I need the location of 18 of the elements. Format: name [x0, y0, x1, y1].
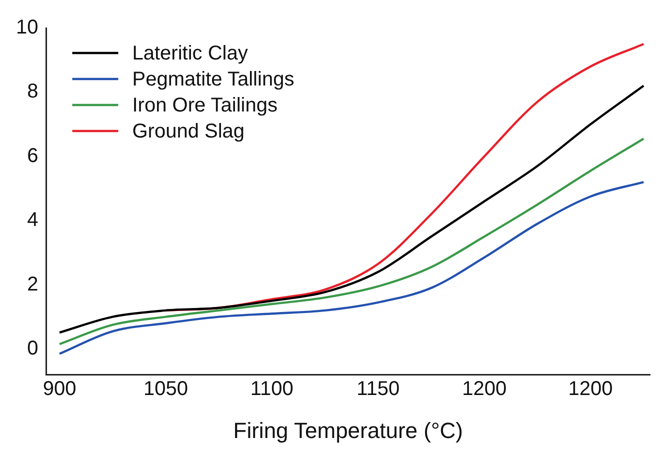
legend-label: Iron Ore Tailings	[132, 94, 278, 117]
y-tick-label: 10	[16, 16, 38, 39]
legend-label: Ground Slag	[132, 120, 245, 143]
y-tick-label: 4	[27, 209, 38, 232]
y-tick-label: 0	[27, 337, 38, 360]
line-series	[58, 180, 645, 355]
legend-label: Pegmatite Tallings	[132, 68, 294, 91]
x-tick-label: 1050	[143, 378, 188, 400]
x-tick-label: 900	[42, 378, 76, 400]
y-tick-label: 2	[27, 273, 38, 296]
x-tick-label: 1100	[250, 378, 294, 400]
x-axis-title: Firing Temperature (°C)	[233, 418, 463, 443]
x-tick-label: 1200	[568, 378, 613, 400]
y-tick-label: 6	[27, 144, 38, 167]
legend-label: Lateritic Clay	[132, 42, 248, 65]
x-tick-label: 1200	[462, 378, 507, 400]
y-tick-label: 8	[27, 80, 38, 103]
x-tick-label: 1150	[356, 378, 400, 400]
